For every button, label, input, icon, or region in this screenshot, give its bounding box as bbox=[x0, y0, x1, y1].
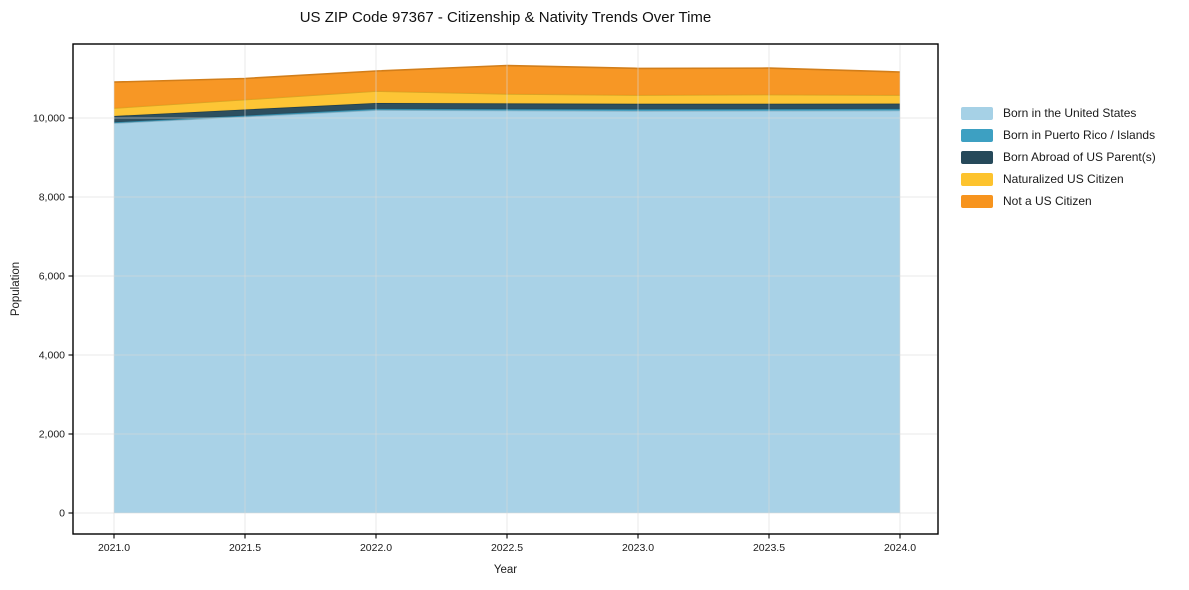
x-tick-label: 2023.5 bbox=[753, 542, 785, 554]
legend-item-naturalized-us-citizen: Naturalized US Citizen bbox=[961, 173, 1156, 186]
legend-label: Born in Puerto Rico / Islands bbox=[1003, 128, 1156, 142]
x-tick-label: 2023.0 bbox=[622, 542, 654, 554]
legend-swatch-icon bbox=[961, 173, 993, 186]
y-tick-label: 2,000 bbox=[39, 429, 65, 441]
legend: Born in the United States Born in Puerto … bbox=[961, 107, 1156, 217]
x-tick-label: 2021.5 bbox=[229, 542, 261, 554]
legend-item-not-a-us-citizen: Not a US Citizen bbox=[961, 195, 1156, 208]
area-born-abroad-of-us-parent-s bbox=[114, 103, 900, 123]
plot-border bbox=[72, 43, 939, 535]
legend-swatch-icon bbox=[961, 107, 993, 120]
legend-label: Born in the United States bbox=[1003, 106, 1137, 120]
legend-item-born-in-puerto-rico-islands: Born in Puerto Rico / Islands bbox=[961, 129, 1156, 142]
legend-item-born-in-the-united-states: Born in the United States bbox=[961, 107, 1156, 120]
x-tick-label: 2022.5 bbox=[491, 542, 523, 554]
y-axis-title: Population bbox=[10, 261, 22, 317]
legend-label: Born Abroad of US Parent(s) bbox=[1003, 150, 1156, 164]
legend-item-born-abroad-of-us-parent-s: Born Abroad of US Parent(s) bbox=[961, 151, 1156, 164]
legend-label: Not a US Citizen bbox=[1003, 194, 1092, 208]
legend-label: Naturalized US Citizen bbox=[1003, 172, 1124, 186]
y-tick-label: 6,000 bbox=[39, 271, 65, 283]
legend-swatch-icon bbox=[961, 151, 993, 164]
x-tick-label: 2021.0 bbox=[98, 542, 130, 554]
legend-swatch-icon bbox=[961, 195, 993, 208]
y-tick-label: 0 bbox=[59, 508, 65, 520]
x-axis-title: Year bbox=[493, 564, 518, 576]
y-tick-label: 4,000 bbox=[39, 350, 65, 362]
chart-title: US ZIP Code 97367 - Citizenship & Nativi… bbox=[299, 9, 712, 26]
x-tick-label: 2022.0 bbox=[360, 542, 392, 554]
legend-swatch-icon bbox=[961, 129, 993, 142]
y-tick-label: 10,000 bbox=[33, 113, 65, 125]
x-tick-label: 2024.0 bbox=[884, 542, 916, 554]
area-naturalized-us-citizen bbox=[114, 91, 900, 116]
y-tick-label: 8,000 bbox=[39, 192, 65, 204]
